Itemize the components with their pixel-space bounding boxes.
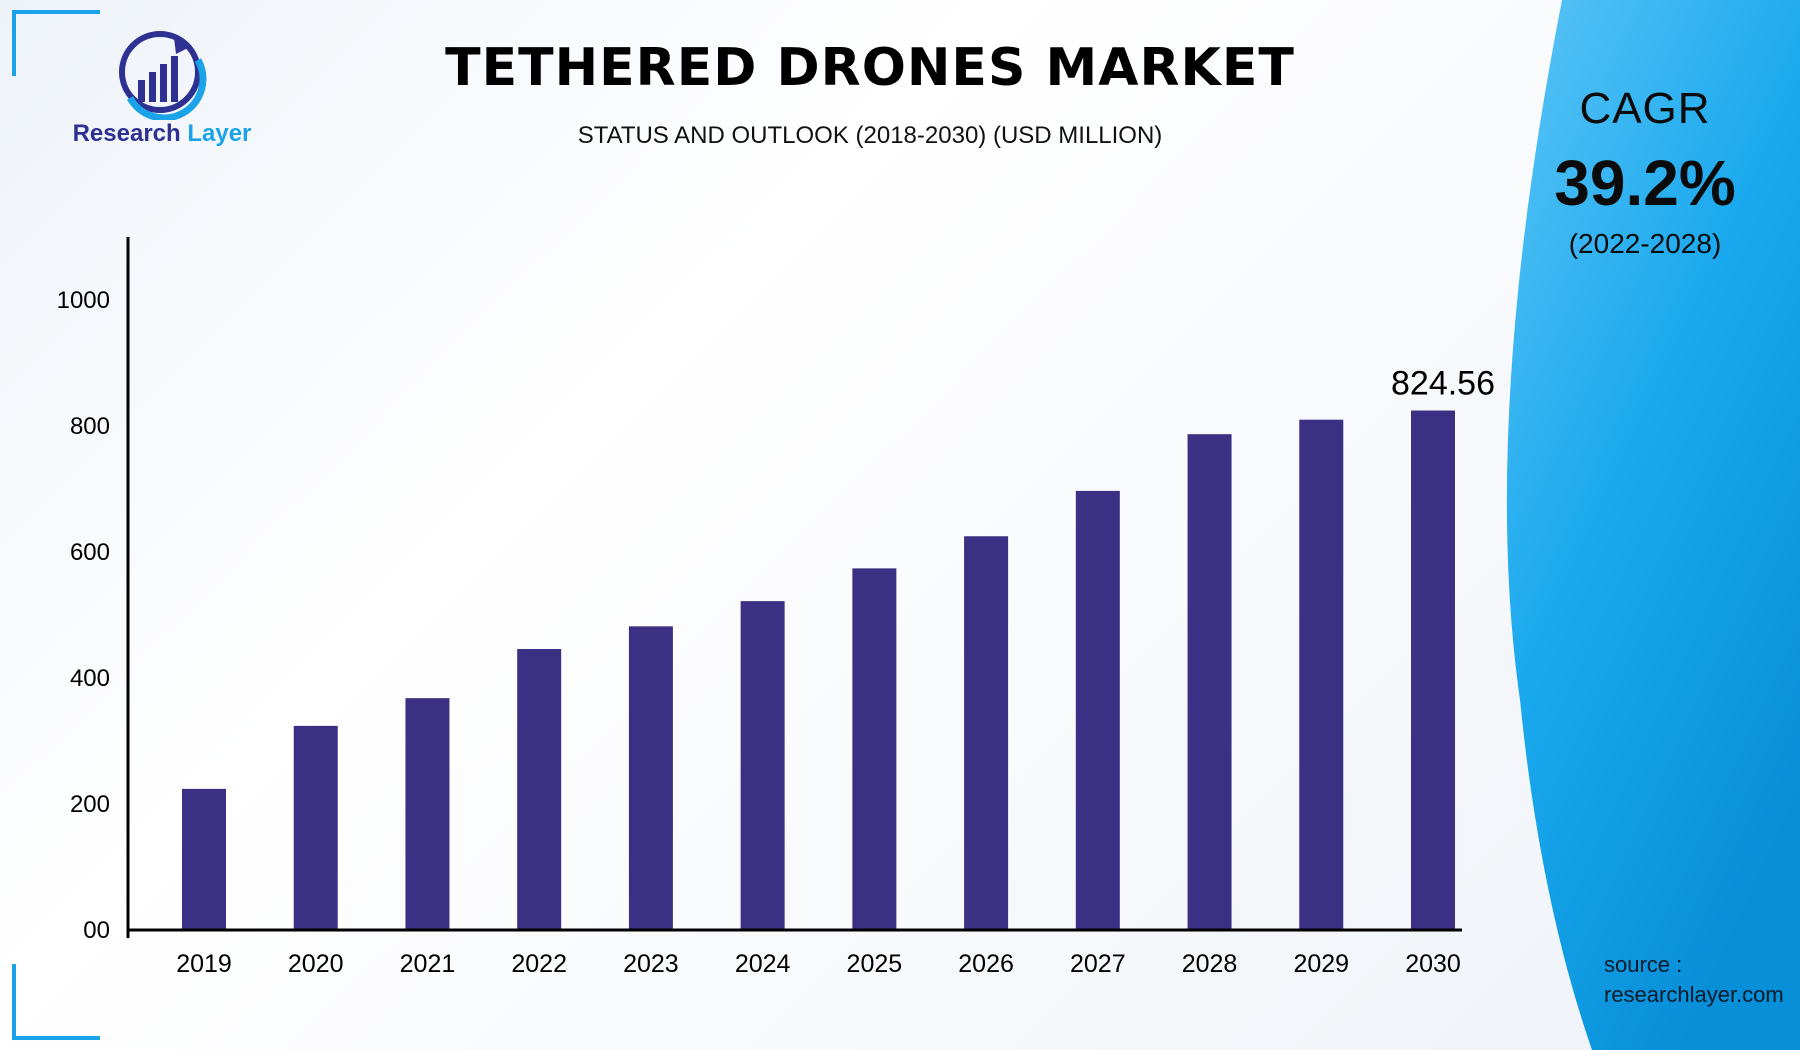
x-tick-label: 2019 bbox=[176, 950, 232, 978]
logo-name-primary: Research bbox=[72, 120, 181, 147]
bar-2030 bbox=[1411, 410, 1455, 930]
y-tick-label: 800 bbox=[70, 413, 110, 440]
y-tick-label: 1000 bbox=[57, 287, 110, 314]
y-tick-label: 400 bbox=[70, 665, 110, 692]
bar-2029 bbox=[1299, 419, 1344, 930]
bar-2021 bbox=[405, 698, 450, 930]
x-tick-label: 2029 bbox=[1293, 950, 1349, 978]
x-tick-label: 2025 bbox=[847, 950, 903, 978]
x-tick-label: 2030 bbox=[1405, 950, 1461, 978]
chart-subtitle: STATUS AND OUTLOOK (2018-2030) (USD MILL… bbox=[577, 122, 1163, 149]
cagr-label: CAGR bbox=[1579, 84, 1711, 133]
bar-2023 bbox=[628, 626, 673, 930]
bar-2020 bbox=[293, 725, 338, 930]
bar-2024 bbox=[740, 601, 785, 930]
x-tick-label: 2028 bbox=[1182, 950, 1238, 978]
chart-title: TETHERED DRONES MARKET bbox=[445, 38, 1295, 98]
cagr-value: 39.2% bbox=[1554, 147, 1736, 219]
bars-layer bbox=[182, 410, 1455, 930]
x-tick-label: 2026 bbox=[958, 950, 1014, 978]
labels-layer: 00 200 400 600 800 1000 2019 2020 2021 2022 2023 20… bbox=[57, 287, 1495, 978]
bar-2026 bbox=[964, 536, 1009, 930]
logo-name-accent: Layer bbox=[187, 120, 252, 147]
corner-frame-top-left bbox=[12, 10, 100, 76]
data-label: 824.56 bbox=[1391, 365, 1495, 403]
x-tick-label: 2022 bbox=[511, 950, 567, 978]
source-note: source : researchlayer.com bbox=[1604, 950, 1784, 1010]
bar-2027 bbox=[1075, 490, 1120, 930]
x-tick-label: 2023 bbox=[623, 950, 679, 978]
x-tick-label: 2020 bbox=[288, 950, 344, 978]
x-tick-label: 2027 bbox=[1070, 950, 1126, 978]
bar-2022 bbox=[517, 649, 562, 930]
x-tick-label: 2021 bbox=[400, 950, 456, 978]
x-tick-label: 2024 bbox=[735, 950, 791, 978]
source-url: researchlayer.com bbox=[1604, 982, 1784, 1007]
corner-frame-bottom-left bbox=[12, 964, 100, 1040]
y-tick-label: 200 bbox=[70, 791, 110, 818]
brand-logo: Research Layer bbox=[52, 28, 272, 148]
y-tick-label: 00 bbox=[83, 917, 110, 944]
bar-2019 bbox=[182, 788, 226, 930]
source-label: source : bbox=[1604, 952, 1683, 977]
cagr-period: (2022-2028) bbox=[1568, 228, 1722, 259]
logo-wordmark: Research Layer bbox=[52, 120, 272, 148]
bar-2025 bbox=[852, 568, 897, 930]
cagr-panel-background bbox=[1506, 0, 1800, 1050]
logo-chart-icon bbox=[119, 31, 207, 122]
y-tick-label: 600 bbox=[70, 539, 110, 566]
bar-2028 bbox=[1187, 434, 1232, 930]
